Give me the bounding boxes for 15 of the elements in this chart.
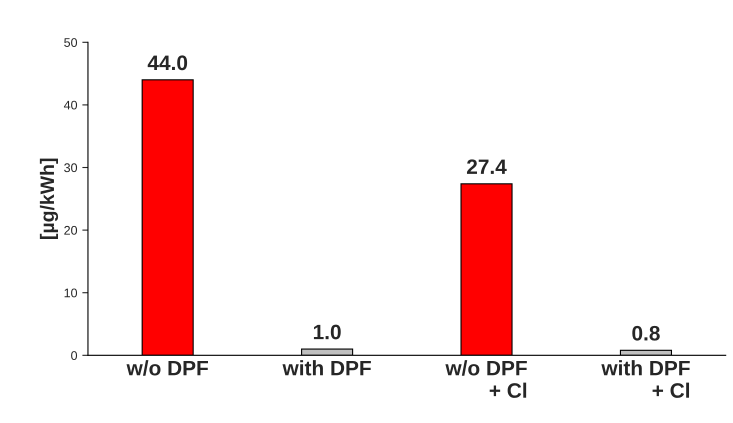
data-label: 0.8 bbox=[632, 326, 660, 341]
y-tick-label: 50 bbox=[64, 38, 78, 47]
x-tick-label: w/o DPF bbox=[126, 360, 208, 376]
x-tick-label: w/o DPF + Cl bbox=[445, 360, 527, 398]
data-label: 44.0 bbox=[148, 55, 188, 70]
y-tick-label: 40 bbox=[64, 100, 78, 110]
y-tick-label: 30 bbox=[64, 163, 78, 172]
data-label: 1.0 bbox=[314, 324, 341, 340]
x-tick-label: with DPF bbox=[282, 360, 371, 376]
y-tick-label: 0 bbox=[71, 351, 78, 360]
y-tick-label: 20 bbox=[64, 226, 78, 235]
y-axis-title: [µg/kWh] bbox=[40, 158, 58, 239]
y-tick-label: 10 bbox=[64, 288, 78, 298]
x-tick-label: with DPF + Cl bbox=[601, 360, 690, 398]
data-label: 27.4 bbox=[466, 159, 507, 174]
